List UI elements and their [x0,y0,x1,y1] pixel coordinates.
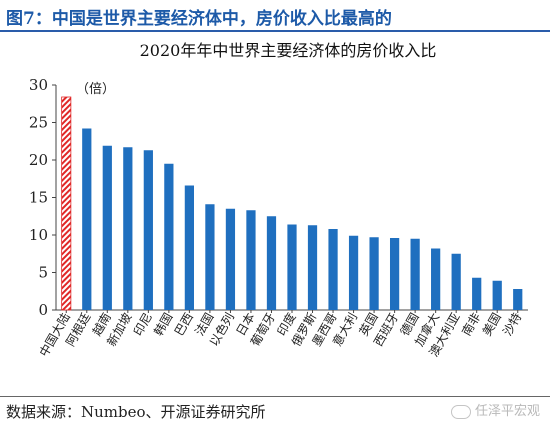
y-tick-label: 0 [38,301,48,319]
bar [431,248,441,310]
y-tick-label: 25 [29,114,48,132]
bar [82,128,92,310]
chart-title: 2020年年中世界主要经济体的房价收入比 [140,41,437,60]
y-tick-label: 30 [29,76,48,94]
bar [287,224,297,310]
bar [164,163,174,310]
bar [410,238,420,310]
bar [513,289,523,310]
bar [389,238,400,310]
bar [492,280,502,310]
x-tick-label: 沙特 [499,310,524,338]
bar [307,225,318,310]
title-rule [0,30,550,32]
x-tick-label: 韩国 [150,310,175,338]
watermark: 任泽平宏观 [450,400,540,419]
y-tick-label: 5 [38,264,48,282]
bar [266,216,277,310]
source-note: 数据来源：Numbeo、开源证券研究所 [6,403,266,421]
bar [184,185,194,310]
bar [102,145,112,310]
figure-title: 图7：中国是世界主要经济体中，房价收入比最高的 [6,9,392,29]
y-tick-label: 15 [29,189,48,207]
x-tick-label: 美国 [480,311,504,339]
bar [451,253,461,310]
x-tick-label: 印尼 [131,311,155,339]
y-tick-label: 10 [29,226,48,244]
wechat-logo-icon [450,404,471,419]
watermark-text: 任泽平宏观 [474,404,540,419]
unit-label: （倍） [76,82,115,97]
bar [472,277,482,310]
bar [246,210,256,310]
bar [348,235,359,310]
bar [225,208,236,310]
source-rule [0,396,550,397]
y-tick-label: 20 [29,151,48,169]
bar-highlight [61,96,72,311]
bar [123,147,133,310]
bar [143,150,153,310]
x-tick-label: 巴西 [172,311,196,339]
bar [205,204,215,310]
bar [328,229,338,310]
bar [369,237,379,310]
x-tick-label: 南非 [458,310,483,338]
